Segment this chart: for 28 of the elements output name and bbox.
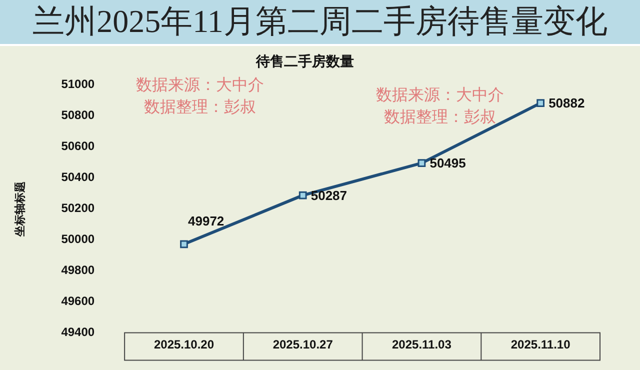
y-tick-label: 49600 xyxy=(61,294,95,308)
chart-subtitle: 待售二手房数量 xyxy=(255,53,354,70)
y-tick-label: 49800 xyxy=(61,263,95,278)
data-label: 50287 xyxy=(310,188,348,203)
x-tick-label: 2025.10.20 xyxy=(154,337,214,352)
y-tick-label: 50800 xyxy=(61,108,95,122)
data-label: 50882 xyxy=(548,96,585,111)
y-tick-label: 49400 xyxy=(61,325,95,340)
annotation: 数据整理：彭叔 xyxy=(384,108,496,126)
y-axis-title: 坐标轴标题 xyxy=(13,181,26,238)
y-tick-label: 50600 xyxy=(61,139,95,154)
y-tick-label: 50400 xyxy=(61,170,95,184)
x-tick-label: 2025.11.03 xyxy=(392,337,452,352)
x-tick-label: 2025.11.10 xyxy=(510,337,571,352)
point xyxy=(418,159,426,168)
point xyxy=(180,240,188,248)
annotation: 数据整理：彭叔 xyxy=(144,98,256,116)
y-tick-label: 50000 xyxy=(61,232,95,246)
data-label: 50495 xyxy=(430,156,466,171)
y-tick-label: 51000 xyxy=(61,77,95,92)
point xyxy=(298,191,307,200)
point xyxy=(536,99,545,108)
x-tick-label: 2025.10.27 xyxy=(272,337,334,352)
annotation: 数据来源：大中介 xyxy=(136,76,264,94)
data-label: 49972 xyxy=(188,214,224,229)
chart-title: 兰州2025年11月第二周二手房待售量变化 xyxy=(0,0,640,46)
annotation: 数据来源：大中介 xyxy=(376,86,504,104)
y-tick-label: 50200 xyxy=(61,201,95,216)
